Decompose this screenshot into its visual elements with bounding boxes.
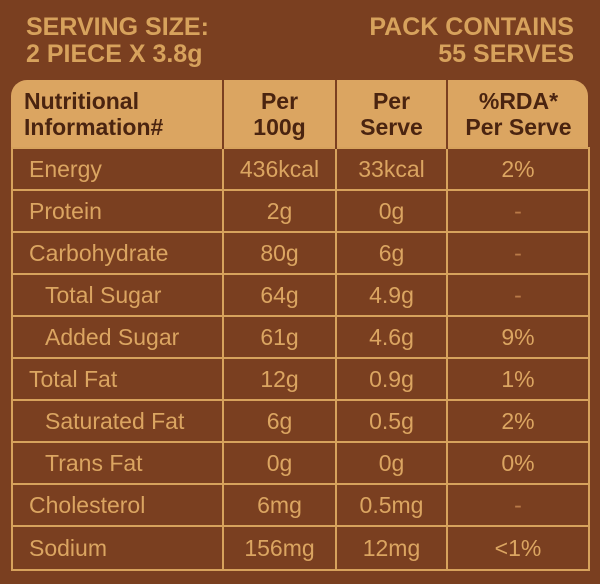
per-100g-value: 80g [222, 231, 337, 275]
per-100g-value: 0g [222, 441, 337, 485]
nutrient-name: Total Sugar [11, 273, 224, 317]
rda-value: 0% [446, 441, 590, 485]
rda-value: - [446, 231, 590, 275]
header-line: Nutritional [24, 87, 139, 114]
rda-value: 1% [446, 357, 590, 401]
rda-value: - [446, 273, 590, 317]
per-100g-value: 436kcal [222, 147, 337, 191]
per-serve-value: 12mg [335, 525, 448, 571]
header-per-100g: Per 100g [222, 80, 336, 148]
per-serve-value: 4.6g [335, 315, 448, 359]
nutrient-name: Total Fat [11, 357, 224, 401]
rda-value: 9% [446, 315, 590, 359]
table-row: Energy 436kcal 33kcal 2% [11, 147, 590, 191]
rda-value: - [446, 483, 590, 527]
nutrient-name: Saturated Fat [11, 399, 224, 443]
nutrition-table: Nutritional Information# Per 100g Per Se… [11, 80, 590, 571]
nutrient-name: Cholesterol [11, 483, 224, 527]
serving-size-value: 2 PIECE X 3.8g [26, 40, 203, 68]
header-line: Per [372, 87, 411, 114]
serving-size: SERVING SIZE: 2 PIECE X 3.8g [26, 14, 209, 68]
nutrient-name: Added Sugar [11, 315, 224, 359]
header-rda-per-serve: %RDA* Per Serve [446, 80, 589, 148]
table-row: Sodium 156mg 12mg <1% [11, 525, 590, 571]
table-row: Total Fat 12g 0.9g 1% [11, 357, 590, 401]
header-line: Information# [24, 113, 164, 140]
serving-size-label: SERVING SIZE: [26, 13, 209, 41]
header-per-serve: Per Serve [335, 80, 447, 148]
per-100g-value: 156mg [222, 525, 337, 571]
per-100g-value: 64g [222, 273, 337, 317]
pack-contains: PACK CONTAINS 55 SERVES [369, 14, 574, 68]
per-100g-value: 6mg [222, 483, 337, 527]
rda-value: 2% [446, 399, 590, 443]
table-row: Added Sugar 61g 4.6g 9% [11, 315, 590, 359]
table-row: Saturated Fat 6g 0.5g 2% [11, 399, 590, 443]
table-row: Total Sugar 64g 4.9g - [11, 273, 590, 317]
nutrient-name: Carbohydrate [11, 231, 224, 275]
nutrition-table-container: Nutritional Information# Per 100g Per Se… [11, 80, 590, 576]
table-row: Cholesterol 6mg 0.5mg - [11, 483, 590, 527]
header-line: 100g [253, 113, 306, 140]
per-serve-value: 33kcal [335, 147, 448, 191]
per-100g-value: 2g [222, 189, 337, 233]
per-serve-value: 0.5mg [335, 483, 448, 527]
nutrient-name: Protein [11, 189, 224, 233]
rda-value: 2% [446, 147, 590, 191]
per-serve-value: 0g [335, 441, 448, 485]
rda-value: - [446, 189, 590, 233]
per-100g-value: 61g [222, 315, 337, 359]
rda-value: <1% [446, 525, 590, 571]
per-serve-value: 4.9g [335, 273, 448, 317]
header-line: %RDA* [478, 87, 559, 114]
per-serve-value: 6g [335, 231, 448, 275]
per-serve-value: 0.9g [335, 357, 448, 401]
table-row: Protein 2g 0g - [11, 189, 590, 233]
per-serve-value: 0.5g [335, 399, 448, 443]
per-100g-value: 6g [222, 399, 337, 443]
nutrient-name: Energy [11, 147, 224, 191]
header-line: Per Serve [465, 113, 572, 140]
header-line: Per [260, 87, 299, 114]
per-100g-value: 12g [222, 357, 337, 401]
per-serve-value: 0g [335, 189, 448, 233]
header-nutritional-information: Nutritional Information# [12, 80, 223, 148]
pack-contains-label: PACK CONTAINS [369, 13, 574, 41]
nutrient-name: Trans Fat [11, 441, 224, 485]
table-row: Trans Fat 0g 0g 0% [11, 441, 590, 485]
table-row: Carbohydrate 80g 6g - [11, 231, 590, 275]
table-header-row: Nutritional Information# Per 100g Per Se… [12, 80, 589, 148]
pack-contains-value: 55 SERVES [438, 40, 574, 68]
nutrient-name: Sodium [11, 525, 224, 571]
header-line: Serve [360, 113, 423, 140]
